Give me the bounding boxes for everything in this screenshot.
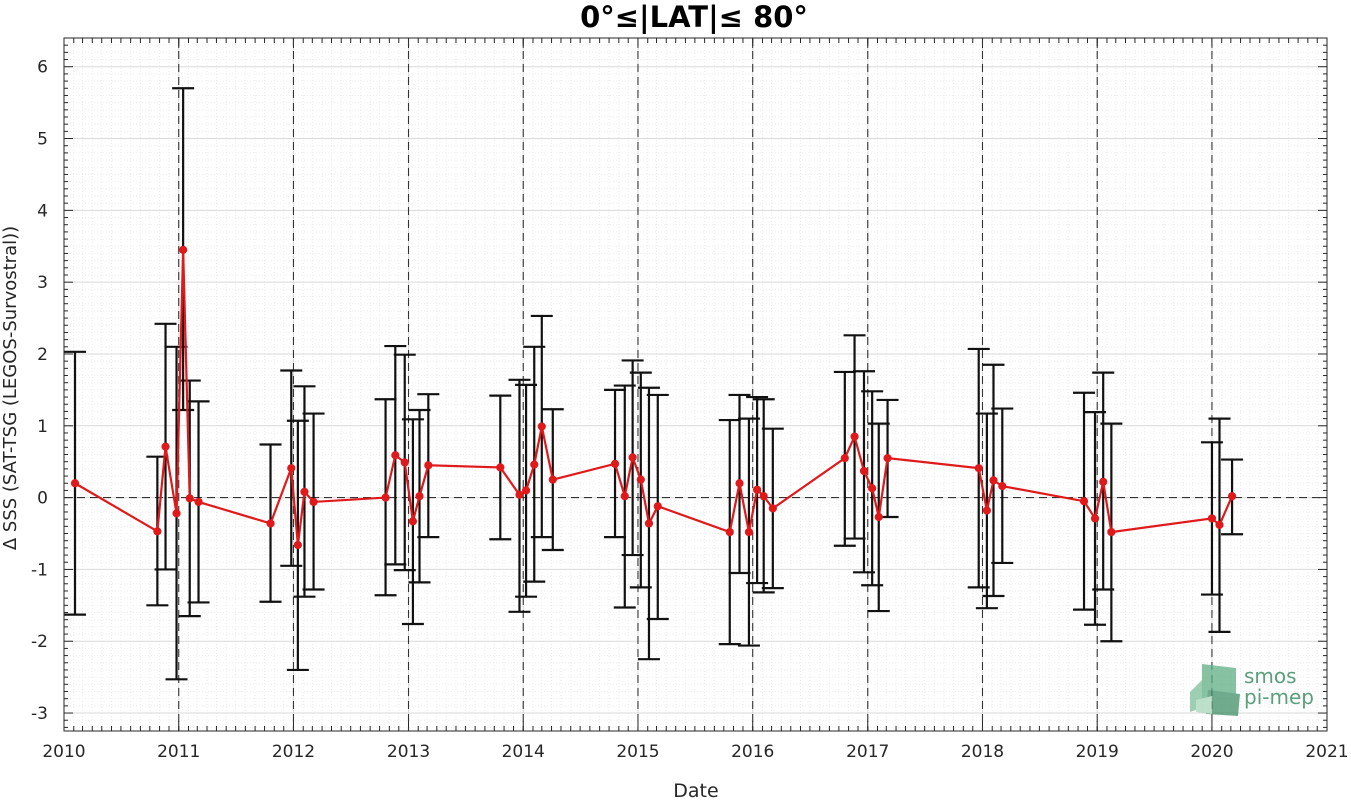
data-point [982,506,991,515]
data-point [735,479,744,488]
data-point [548,475,557,484]
y-tick-label: 1 [37,417,48,437]
data-point [974,464,983,473]
data-point [400,458,409,467]
logo-text-line2: pi-mep [1244,685,1314,709]
data-point [391,451,400,460]
data-point [768,504,777,513]
x-tick-label: 2017 [846,742,889,762]
data-point [415,492,424,501]
data-point [70,479,80,488]
data-point [1099,477,1108,486]
data-point [521,486,531,495]
y-tick-label: 6 [37,58,48,78]
data-point [653,502,662,511]
data-point [1090,514,1100,523]
data-point [859,466,869,476]
data-point [868,484,877,493]
data-point [293,540,302,550]
data-point [1107,527,1116,537]
data-point [883,454,892,463]
y-tick-label: 2 [37,345,48,365]
y-tick-labels: -3 -2 -1 0 1 2 3 4 5 6 [31,58,48,724]
x-tick-label: 2016 [731,742,774,762]
y-axis-label: Δ SSS (SAT-TSG (LEGOS-Survostral)) [0,226,21,550]
data-point [998,482,1007,491]
x-tick-label: 2019 [1076,742,1119,762]
y-tick-label: -1 [31,560,48,580]
chart-title: 0°≤|LAT|≤ 80° [580,0,808,34]
data-point [194,497,203,507]
y-tick-label: -3 [31,704,48,724]
x-tick-label: 2012 [272,742,315,762]
data-point [759,492,768,501]
data-point [1079,497,1089,506]
data-point [408,517,418,526]
data-point [185,494,194,503]
data-point [620,492,629,501]
year-lines [178,38,1213,731]
x-tick-label: 2021 [1305,742,1348,762]
y-tick-label: 0 [37,489,48,509]
data-point [537,422,546,431]
data-point [287,464,296,473]
x-axis-label: Date [673,780,718,799]
data-point [153,527,162,536]
data-point [172,509,181,518]
data-point [610,459,620,468]
data-point [628,453,637,462]
y-tick-label: 5 [37,130,48,150]
data-point [989,476,998,485]
data-point [850,432,859,441]
data-point [300,487,309,496]
logo-mark-icon [1190,664,1240,716]
data-point [530,460,539,469]
x-tick-label: 2010 [42,742,85,762]
data-point [381,493,390,502]
data-point [1207,514,1217,523]
grid [64,37,1327,731]
x-tick-label: 2014 [502,742,545,762]
y-tick-label: 4 [37,201,48,221]
data-point [874,512,883,522]
axis-ticks [63,37,1328,731]
smos-pi-mep-logo: smos pi-mep [1190,664,1314,716]
data-point [636,475,645,484]
data-point [1227,492,1237,501]
data-point [496,463,505,472]
x-tick-label: 2011 [157,742,200,762]
data-point [179,245,188,254]
y-tick-label: 3 [37,273,48,293]
plot-frame [63,37,1328,732]
x-tick-label: 2018 [961,742,1004,762]
x-tick-label: 2015 [616,742,659,762]
data-point [424,461,433,470]
data-point [515,490,524,499]
data-point [644,519,654,528]
data-point [161,442,170,451]
data-point [725,527,734,537]
x-tick-label: 2013 [387,742,430,762]
x-tick-label: 2020 [1190,742,1233,762]
data-point [1215,520,1224,529]
x-tick-labels: 2010 2011 2012 2013 2014 2015 2016 2017 2018 2019… [42,742,1348,762]
data-point [753,485,762,494]
data-point [309,497,318,507]
y-tick-label: -2 [31,632,48,652]
data-point [840,454,849,463]
data-point [744,527,754,537]
logo-text-line1: smos [1244,664,1297,688]
data-points [70,245,1237,550]
data-point [266,519,275,528]
